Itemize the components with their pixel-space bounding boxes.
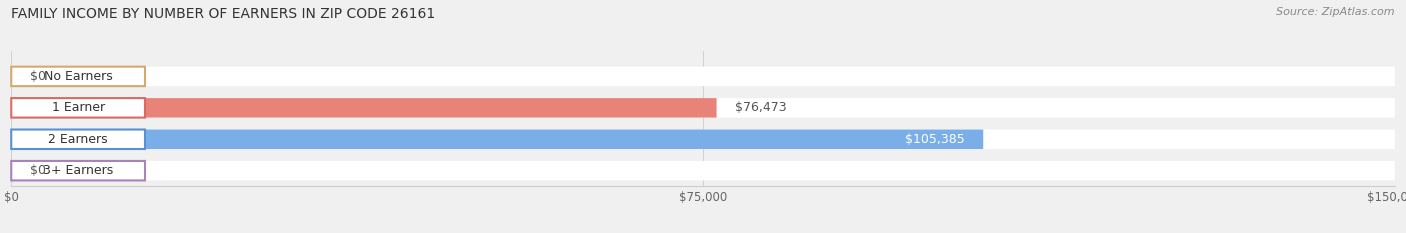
- FancyBboxPatch shape: [11, 67, 1395, 86]
- Text: $105,385: $105,385: [905, 133, 965, 146]
- Text: 1 Earner: 1 Earner: [52, 101, 104, 114]
- FancyBboxPatch shape: [11, 67, 145, 86]
- FancyBboxPatch shape: [11, 98, 717, 118]
- Text: $76,473: $76,473: [735, 101, 787, 114]
- Text: 3+ Earners: 3+ Earners: [44, 164, 114, 177]
- FancyBboxPatch shape: [11, 98, 145, 118]
- Text: 2 Earners: 2 Earners: [48, 133, 108, 146]
- FancyBboxPatch shape: [11, 130, 983, 149]
- FancyBboxPatch shape: [11, 130, 145, 149]
- FancyBboxPatch shape: [11, 98, 1395, 118]
- Text: No Earners: No Earners: [44, 70, 112, 83]
- FancyBboxPatch shape: [11, 161, 1395, 180]
- FancyBboxPatch shape: [11, 161, 145, 180]
- Text: Source: ZipAtlas.com: Source: ZipAtlas.com: [1277, 7, 1395, 17]
- Text: $0: $0: [30, 164, 45, 177]
- Text: $0: $0: [30, 70, 45, 83]
- FancyBboxPatch shape: [11, 130, 1395, 149]
- Text: FAMILY INCOME BY NUMBER OF EARNERS IN ZIP CODE 26161: FAMILY INCOME BY NUMBER OF EARNERS IN ZI…: [11, 7, 436, 21]
